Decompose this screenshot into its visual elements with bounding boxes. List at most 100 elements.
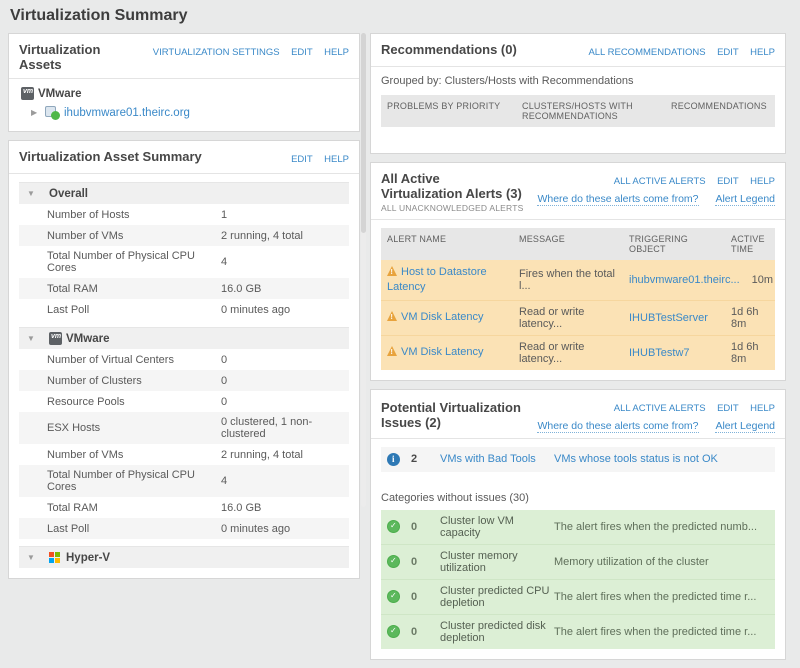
row-value: 4 bbox=[221, 256, 228, 268]
collapse-caret-icon[interactable] bbox=[27, 334, 39, 343]
warning-icon bbox=[387, 266, 397, 277]
row-value: 1 bbox=[221, 208, 228, 221]
categories-list: 0 Cluster low VM capacity The alert fire… bbox=[381, 509, 775, 649]
tree-item-host[interactable]: ihubvmware01.theirc.org bbox=[31, 106, 349, 120]
issue-name-link[interactable]: VMs with Bad Tools bbox=[440, 453, 536, 466]
page-title: Virtualization Summary bbox=[10, 7, 188, 24]
all-recommendations-link[interactable]: ALL RECOMMENDATIONS bbox=[588, 47, 706, 58]
virtualization-settings-link[interactable]: VIRTUALIZATION SETTINGS bbox=[152, 47, 280, 58]
category-count: 0 bbox=[410, 520, 418, 533]
row-label: Last Poll bbox=[47, 522, 90, 535]
alert-legend-link[interactable]: Alert Legend bbox=[715, 193, 775, 206]
assets-help-link[interactable]: HELP bbox=[324, 47, 349, 58]
alert-name-link[interactable]: Host to Datastore Latency bbox=[387, 266, 487, 293]
triggering-object-link[interactable]: ihubvmware01.theirc... bbox=[629, 273, 740, 286]
category-name: Cluster low VM capacity bbox=[440, 514, 514, 539]
triggering-object-link[interactable]: IHUBTestServer bbox=[629, 311, 708, 324]
expand-caret-icon[interactable] bbox=[31, 108, 41, 117]
category-description: The alert fires when the predicted numb.… bbox=[554, 520, 757, 533]
row-label: Total Number of Physical CPU Cores bbox=[47, 469, 195, 493]
info-icon bbox=[387, 452, 400, 466]
issues-help-link[interactable]: HELP bbox=[750, 402, 775, 414]
vmware-icon bbox=[21, 87, 34, 100]
summary-row: Number of Hosts 1 bbox=[19, 204, 349, 225]
column-header: RECOMMENDATIONS bbox=[671, 101, 767, 111]
row-label: Total Number of Physical CPU Cores bbox=[47, 250, 195, 274]
host-status-icon bbox=[45, 106, 60, 120]
section-label: Hyper-V bbox=[66, 551, 111, 564]
summary-row: Number of VMs 2 running, 4 total bbox=[19, 225, 349, 246]
scrollbar-track[interactable] bbox=[361, 33, 366, 507]
summary-row: Resource Pools 0 bbox=[19, 391, 349, 412]
issues-edit-link[interactable]: EDIT bbox=[717, 402, 739, 414]
issues-title: Potential Virtualization Issues (2) bbox=[381, 399, 521, 430]
category-name: Cluster predicted disk depletion bbox=[440, 619, 546, 644]
issue-description-link[interactable]: VMs whose tools status is not OK bbox=[554, 453, 718, 466]
status-up-dot-icon bbox=[51, 111, 60, 120]
issues-all-active-alerts-link[interactable]: ALL ACTIVE ALERTS bbox=[613, 402, 706, 414]
category-row: 0 Cluster predicted disk depletion The a… bbox=[381, 613, 775, 649]
alert-row: VM Disk Latency Read or write latency...… bbox=[381, 299, 775, 335]
alerts-table-header: ALERT NAME MESSAGE TRIGGERING OBJECT ACT… bbox=[381, 228, 775, 260]
active-alerts-panel: All Active Virtualization Alerts (3) ALL… bbox=[370, 162, 786, 381]
row-label: Number of Virtual Centers bbox=[47, 353, 174, 366]
row-label: Number of VMs bbox=[47, 229, 124, 242]
summary-row: Total Number of Physical CPU Cores 4 bbox=[19, 465, 349, 497]
section-header-overall[interactable]: Overall bbox=[19, 182, 349, 204]
alert-name-link[interactable]: VM Disk Latency bbox=[401, 311, 484, 324]
host-link[interactable]: ihubvmware01.theirc.org bbox=[64, 106, 190, 119]
row-value: 16.0 GB bbox=[221, 282, 262, 295]
category-name: Cluster memory utilization bbox=[440, 549, 518, 574]
summary-row: Number of Clusters 0 bbox=[19, 370, 349, 391]
row-label: ESX Hosts bbox=[47, 422, 101, 434]
row-value: 2 running, 4 total bbox=[221, 448, 303, 461]
where-alerts-come-from-link[interactable]: Where do these alerts come from? bbox=[537, 193, 699, 206]
recommendations-help-link[interactable]: HELP bbox=[750, 47, 775, 58]
row-value: 2 running, 4 total bbox=[221, 229, 303, 242]
where-alerts-come-from-link[interactable]: Where do these alerts come from? bbox=[537, 419, 699, 433]
alert-message: Fires when the total l... bbox=[519, 267, 615, 292]
alert-message: Read or write latency... bbox=[519, 305, 585, 330]
row-value: 0 minutes ago bbox=[221, 522, 291, 535]
collapse-caret-icon[interactable] bbox=[27, 189, 39, 198]
summary-row: Number of VMs 2 running, 4 total bbox=[19, 444, 349, 465]
summary-row: Total RAM 16.0 GB bbox=[19, 278, 349, 299]
warning-icon bbox=[387, 346, 397, 358]
summary-row: Number of Virtual Centers 0 bbox=[19, 349, 349, 370]
recommendations-edit-link[interactable]: EDIT bbox=[717, 47, 739, 58]
alerts-help-link[interactable]: HELP bbox=[750, 176, 775, 187]
scrollbar-thumb[interactable] bbox=[361, 33, 366, 233]
row-value: 16.0 GB bbox=[221, 501, 262, 514]
warning-icon bbox=[387, 311, 397, 323]
section-header-hyperv[interactable]: Hyper-V bbox=[19, 546, 349, 568]
assets-panel-title: Virtualization Assets bbox=[19, 42, 101, 72]
category-count: 0 bbox=[410, 590, 418, 603]
assets-edit-link[interactable]: EDIT bbox=[291, 47, 313, 58]
alerts-title: All Active Virtualization Alerts (3) bbox=[381, 171, 522, 201]
row-value: 0 bbox=[221, 395, 228, 408]
summary-help-link[interactable]: HELP bbox=[324, 154, 349, 165]
section-header-vmware[interactable]: VMware bbox=[19, 327, 349, 349]
row-label: Number of VMs bbox=[47, 448, 124, 461]
all-active-alerts-link[interactable]: ALL ACTIVE ALERTS bbox=[613, 176, 706, 187]
category-count: 0 bbox=[410, 625, 418, 638]
summary-edit-link[interactable]: EDIT bbox=[291, 154, 313, 165]
recommendations-table-header: PROBLEMS BY PRIORITY CLUSTERS/HOSTS WITH… bbox=[381, 95, 775, 127]
column-header: ACTIVE TIME bbox=[731, 234, 765, 254]
alert-legend-link[interactable]: Alert Legend bbox=[715, 419, 775, 433]
collapse-caret-icon[interactable] bbox=[27, 553, 39, 562]
triggering-object-link[interactable]: IHUBTestw7 bbox=[629, 346, 690, 359]
category-row: 0 Cluster predicted CPU depletion The al… bbox=[381, 578, 775, 614]
section-label: VMware bbox=[66, 332, 110, 345]
alert-name-link[interactable]: VM Disk Latency bbox=[401, 346, 484, 359]
row-value: 0 bbox=[221, 374, 228, 387]
alerts-edit-link[interactable]: EDIT bbox=[717, 176, 739, 187]
row-label: Number of Clusters bbox=[47, 374, 142, 387]
recommendations-panel: Recommendations (0) ALL RECOMMENDATIONS … bbox=[370, 33, 786, 154]
row-value: 0 clustered, 1 non-clustered bbox=[221, 416, 313, 440]
summary-row: Total Number of Physical CPU Cores 4 bbox=[19, 246, 349, 278]
category-name: Cluster predicted CPU depletion bbox=[440, 584, 550, 609]
summary-row: Last Poll 0 minutes ago bbox=[19, 299, 349, 320]
column-header: MESSAGE bbox=[519, 234, 565, 244]
row-label: Number of Hosts bbox=[47, 208, 130, 221]
